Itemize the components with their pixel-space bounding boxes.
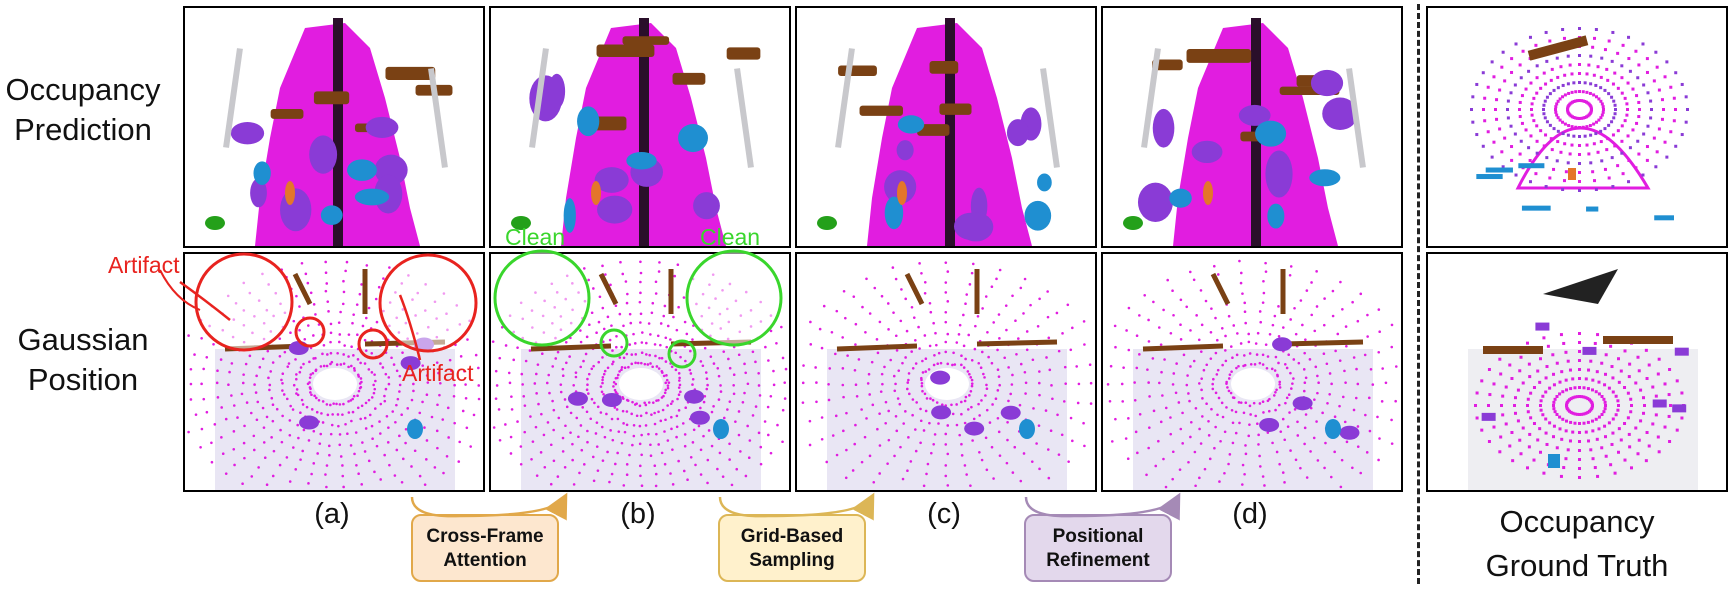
step-grid-based-sampling-line1: Grid-Based (740, 526, 844, 547)
step-positional-refinement-line2: Refinement (1046, 550, 1150, 571)
row-label-gaussian-line1: Gaussian (17, 322, 149, 357)
artifact-label-left: Artifact (108, 252, 180, 278)
ground-truth-label-line2: Ground Truth (1485, 548, 1669, 583)
caption-d: (d) (1232, 498, 1268, 530)
step-positional-refinement: Positional Refinement (1024, 514, 1172, 582)
gaussian-render-c (801, 261, 1093, 490)
gaussian-panel-c (795, 252, 1097, 492)
caption-a: (a) (314, 498, 350, 530)
row-label-gaussian-line2: Position (27, 362, 139, 397)
occupancy-render-c (817, 18, 1060, 246)
occupancy-panel-b (489, 6, 791, 248)
occupancy-render-a (205, 18, 453, 246)
row-label-occupancy-line2: Prediction (14, 112, 152, 147)
caption-b: (b) (620, 498, 656, 530)
gaussian-panel-b (489, 252, 791, 492)
ground-truth-label-line1: Occupancy (1499, 504, 1655, 539)
clean-label-right: Clean (700, 224, 761, 250)
gaussian-render-d (1106, 259, 1398, 490)
ground-truth-occupancy-panel (1426, 6, 1728, 248)
occupancy-render-d (1123, 18, 1366, 246)
clean-label-left: Clean (505, 224, 566, 250)
step-positional-refinement-line1: Positional (1052, 526, 1144, 547)
step-cross-frame-attention-line2: Attention (443, 550, 527, 571)
row-label-occupancy: Occupancy Prediction (0, 70, 168, 150)
ground-truth-label: Occupancy Ground Truth (1447, 500, 1707, 588)
ground-truth-render-bottom (1468, 269, 1698, 490)
step-grid-based-sampling-line2: Sampling (749, 550, 835, 571)
row-label-gaussian: Gaussian Position (0, 320, 168, 400)
dashed-separator (1417, 4, 1420, 584)
step-cross-frame-attention: Cross-Frame Attention (411, 514, 559, 582)
row-label-occupancy-line1: Occupancy (5, 72, 161, 107)
occupancy-render-b (511, 18, 761, 246)
caption-c: (c) (927, 498, 961, 530)
ground-truth-render-top (1470, 27, 1689, 221)
occupancy-panel-d (1101, 6, 1403, 248)
ground-truth-gaussian-panel (1426, 252, 1728, 492)
gaussian-render-b (491, 260, 788, 490)
occupancy-panel-a (183, 6, 485, 248)
artifact-label-right: Artifact (402, 360, 474, 386)
step-cross-frame-attention-line1: Cross-Frame (426, 526, 544, 547)
step-grid-based-sampling: Grid-Based Sampling (718, 514, 866, 582)
occupancy-panel-c (795, 6, 1097, 248)
gaussian-panel-d (1101, 252, 1403, 492)
